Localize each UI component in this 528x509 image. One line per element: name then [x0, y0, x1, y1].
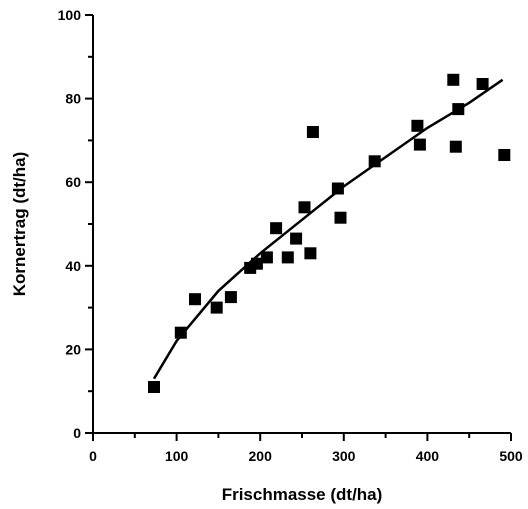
data-point [306, 126, 319, 138]
data-point [447, 73, 460, 86]
y-tick-label: 40 [65, 258, 81, 274]
tick-labels: 0 100 200 300 400 500 0 20 40 60 80 100 [58, 7, 523, 464]
y-axis-title: Kornertrag (dt/ha) [10, 152, 29, 297]
data-point [452, 103, 465, 116]
data-point [334, 211, 347, 224]
x-tick-label: 500 [499, 448, 523, 464]
data-point [189, 293, 201, 306]
data-point [476, 78, 489, 90]
y-tick-label: 20 [65, 341, 81, 357]
data-point [281, 251, 294, 264]
x-tick-label: 400 [416, 448, 440, 464]
data-point [449, 140, 462, 153]
y-tick-label: 60 [65, 174, 81, 190]
data-point [413, 138, 426, 151]
data-point [298, 201, 311, 214]
data-point [224, 291, 237, 304]
data-point [270, 222, 283, 235]
y-tick-label: 80 [65, 91, 81, 107]
ticks [85, 14, 512, 441]
y-tick-label: 0 [73, 425, 81, 441]
x-tick-label: 0 [89, 448, 97, 464]
data-point [498, 149, 511, 161]
data-point [368, 155, 381, 168]
data-point [260, 251, 273, 264]
data-point [210, 301, 223, 314]
data-point [250, 257, 263, 270]
data-points [148, 73, 511, 393]
x-tick-label: 200 [249, 448, 273, 464]
x-axis-title: Frischmasse (dt/ha) [222, 485, 383, 504]
x-tick-label: 100 [165, 448, 189, 464]
fit-curve [152, 78, 504, 380]
data-point [148, 381, 160, 393]
data-point [304, 247, 317, 260]
y-tick-label: 100 [58, 7, 82, 23]
x-tick-label: 300 [332, 448, 356, 464]
data-point [290, 232, 303, 245]
data-point [331, 182, 344, 195]
data-point [411, 119, 424, 132]
data-point [174, 326, 187, 339]
